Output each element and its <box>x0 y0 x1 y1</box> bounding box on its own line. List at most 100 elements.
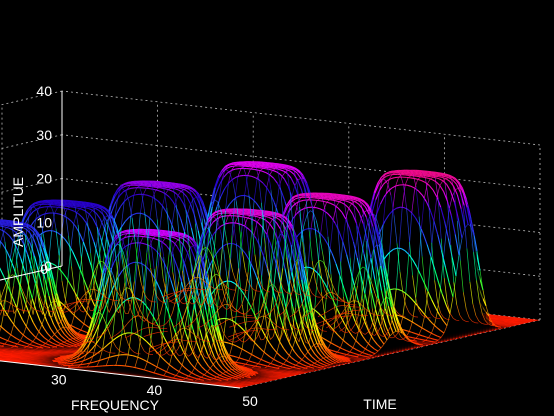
mesh-line <box>221 166 227 171</box>
mesh-line <box>235 168 240 170</box>
mesh-line <box>450 215 456 235</box>
grid-line <box>0 90 63 106</box>
grid-line <box>61 134 541 190</box>
mesh-line <box>462 193 468 208</box>
mesh-line <box>441 175 446 178</box>
mesh-line <box>457 217 463 239</box>
mesh-line <box>226 166 231 169</box>
mesh-line <box>250 168 255 171</box>
mesh-line <box>66 205 71 208</box>
mesh-line <box>87 206 92 208</box>
mesh-line <box>448 177 453 181</box>
mesh-line <box>438 176 443 178</box>
mesh-line <box>438 178 444 182</box>
mesh-line <box>262 182 268 188</box>
mesh-line <box>236 195 241 198</box>
mesh-line <box>279 169 284 172</box>
mesh-line <box>269 174 274 179</box>
mesh-line <box>445 178 451 182</box>
mesh-line <box>220 188 226 197</box>
mesh-line <box>76 205 81 208</box>
mesh-line <box>218 171 224 179</box>
mesh-line <box>295 169 301 174</box>
mesh-line <box>427 340 432 343</box>
mesh-line <box>143 193 148 196</box>
mesh-line <box>130 187 135 189</box>
mesh-line <box>227 169 232 174</box>
mesh-line <box>439 185 445 192</box>
peak-mesh <box>0 161 540 388</box>
mesh-line <box>289 170 295 175</box>
mesh-line <box>266 187 271 195</box>
mesh-line <box>215 183 221 194</box>
mesh-line <box>415 337 420 340</box>
mesh-line <box>427 175 432 178</box>
mesh-line <box>416 175 421 178</box>
mesh-line <box>150 188 155 190</box>
mesh-line <box>255 202 261 209</box>
mesh-line <box>410 177 415 179</box>
grid-line <box>0 134 63 150</box>
mesh-line <box>435 177 440 180</box>
mesh-line <box>228 179 233 184</box>
mesh-line <box>454 234 460 256</box>
mesh-line <box>282 163 287 166</box>
mesh-line <box>230 165 235 168</box>
mesh-line <box>288 166 293 169</box>
mesh-line <box>290 177 296 186</box>
mesh-line <box>247 175 252 177</box>
mesh-line <box>419 338 424 341</box>
mesh-line <box>271 167 276 170</box>
mesh-line <box>291 166 296 169</box>
mesh-line <box>228 199 234 205</box>
mesh-line <box>272 169 277 173</box>
mesh-line <box>431 340 436 343</box>
mesh-line <box>347 198 352 201</box>
mesh-line <box>408 336 413 339</box>
grid-line <box>0 178 63 193</box>
mesh-line <box>460 208 466 229</box>
mesh-line <box>456 194 462 209</box>
mesh-line <box>283 178 289 186</box>
mesh-line <box>435 181 441 186</box>
mesh-line <box>261 170 267 174</box>
mesh-line <box>325 198 330 201</box>
mesh-line <box>303 178 309 189</box>
mesh-line <box>446 184 452 192</box>
mesh-line <box>224 182 229 190</box>
mesh-line <box>73 206 78 209</box>
mesh-line <box>297 179 303 191</box>
mesh-line <box>296 172 302 179</box>
mesh-line <box>456 184 461 193</box>
mesh-line <box>469 215 475 236</box>
mesh-line <box>444 174 449 177</box>
mesh-line <box>258 179 264 184</box>
mesh-line <box>254 168 259 171</box>
mesh-line <box>223 172 229 178</box>
mesh-line <box>224 163 230 167</box>
mesh-line <box>452 179 457 185</box>
mesh-line <box>273 177 278 184</box>
mesh-line <box>353 197 358 200</box>
mesh-line <box>146 187 151 190</box>
mesh-line <box>93 204 98 207</box>
mesh-line <box>229 163 234 166</box>
mesh-line <box>40 206 45 209</box>
mesh-line <box>231 176 237 180</box>
mesh-line <box>463 205 469 225</box>
mesh-line <box>231 168 236 171</box>
mesh-line <box>336 198 341 201</box>
mesh-line <box>441 176 447 180</box>
mesh-line <box>390 288 395 291</box>
mesh-line <box>264 168 269 170</box>
mesh-line <box>251 175 256 179</box>
mesh-line <box>244 194 249 198</box>
mesh-line <box>267 214 272 217</box>
mesh-line <box>318 200 323 202</box>
mesh-line <box>268 168 273 171</box>
grid-line <box>61 90 541 146</box>
mesh-line <box>458 181 464 189</box>
mesh-line <box>280 190 286 202</box>
